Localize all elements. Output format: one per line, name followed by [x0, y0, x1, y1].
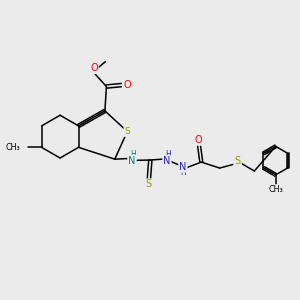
- Text: CH₃: CH₃: [5, 143, 20, 152]
- Text: H: H: [165, 151, 171, 160]
- Text: N: N: [128, 156, 136, 166]
- Text: S: S: [146, 179, 152, 189]
- Text: O: O: [90, 63, 98, 73]
- Text: S: S: [124, 127, 130, 136]
- Text: O: O: [194, 135, 202, 145]
- Text: N: N: [179, 162, 187, 172]
- Text: H: H: [180, 168, 186, 177]
- Text: H: H: [130, 151, 136, 160]
- Text: CH₃: CH₃: [268, 185, 283, 194]
- Text: O: O: [123, 80, 131, 90]
- Text: S: S: [235, 156, 241, 166]
- Text: N: N: [163, 156, 171, 166]
